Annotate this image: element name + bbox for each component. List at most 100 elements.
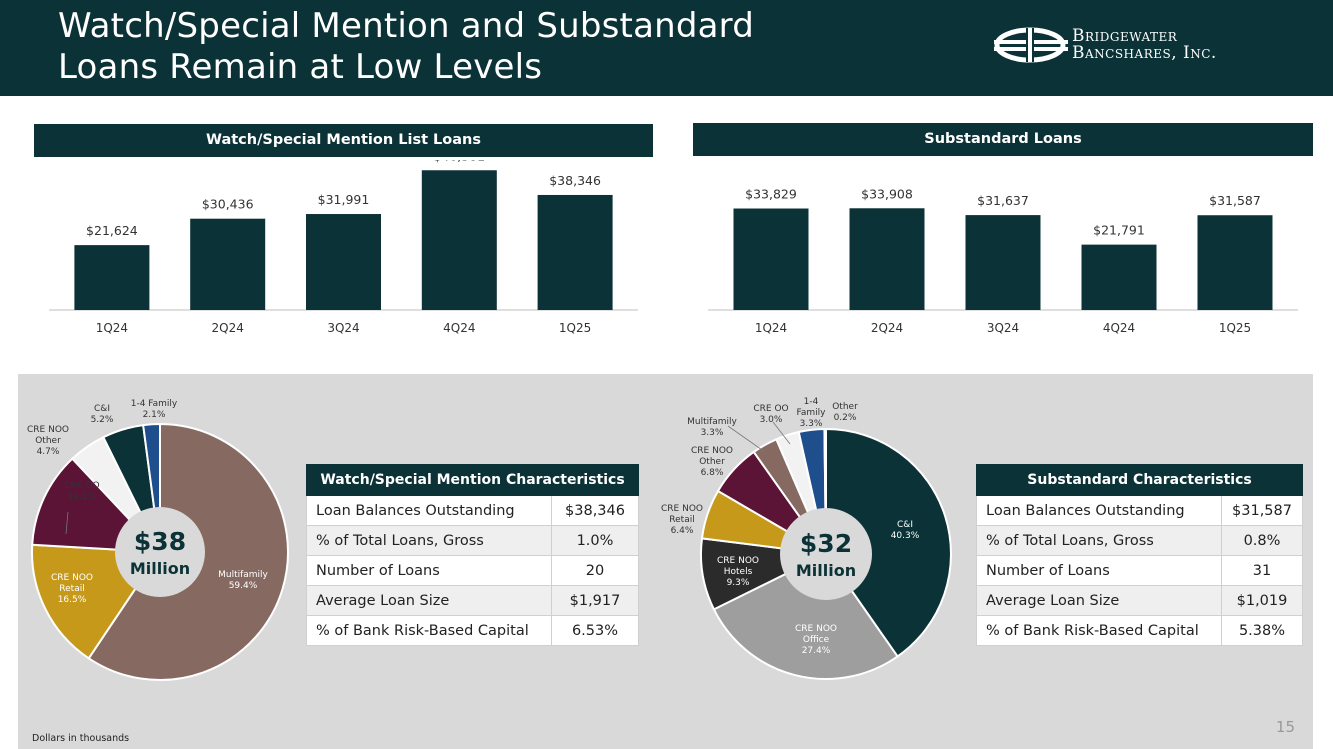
row-label: % of Total Loans, Gross	[976, 525, 1222, 556]
x-tick-label: 4Q24	[443, 321, 475, 335]
table-row: % of Bank Risk-Based Capital 5.38%	[976, 615, 1303, 646]
slice-value-label: 59.4%	[229, 581, 258, 591]
bar-1q25	[537, 194, 613, 310]
slice-name-label: Other	[832, 402, 858, 412]
bar-2q24	[849, 208, 925, 310]
slice-name-label: 1-4 Family	[131, 399, 178, 409]
table-row: Average Loan Size $1,917	[306, 585, 639, 616]
row-value: $1,019	[1221, 585, 1303, 616]
substandard-bar-chart: $33,829 1Q24 $33,908 2Q24 $31,637 3Q24 $21,791…	[708, 186, 1298, 335]
data-label: $31,637	[977, 193, 1029, 208]
slice-label: CRE OO3.0%	[753, 404, 788, 425]
slice-name-label: C&I	[897, 520, 913, 530]
pie-center-unit: Million	[130, 559, 190, 578]
slice-name-label: Retail	[59, 584, 84, 594]
slice-value-label: 9.3%	[727, 578, 750, 588]
row-label: % of Total Loans, Gross	[306, 525, 552, 556]
slice-value-label: 3.3%	[701, 428, 724, 438]
slice-name-label: CRE NOO	[795, 624, 837, 634]
row-value: $1,917	[551, 585, 639, 616]
watch-characteristics-table: Watch/Special Mention Characteristics Lo…	[306, 464, 639, 646]
slice-name-label: Retail	[669, 515, 694, 525]
bar-3q24	[965, 215, 1041, 310]
slice-name-label: Multifamily	[218, 570, 268, 580]
row-label: Average Loan Size	[306, 585, 552, 616]
logo-text: Bridgewater Bancshares, Inc.	[1072, 28, 1217, 62]
slice-value-label: 2.1%	[143, 410, 166, 420]
slice-name-label: Family	[797, 408, 827, 418]
slice-name-label: Office	[803, 635, 830, 645]
slice-name-label: CRE NOO	[27, 425, 69, 435]
x-tick-label: 3Q24	[987, 321, 1019, 335]
slice-name-label: CRE NOO	[717, 556, 759, 566]
row-label: % of Bank Risk-Based Capital	[306, 615, 552, 646]
data-label: $31,991	[318, 192, 370, 207]
table-row: Number of Loans 20	[306, 555, 639, 586]
watch-bar-chart: $21,624 1Q24 $30,436 2Q24 $31,991 3Q24 $46,581…	[49, 160, 638, 335]
logo-line-2: Bancshares, Inc.	[1072, 43, 1217, 63]
data-label: $30,436	[202, 197, 254, 212]
slice-name-label: Hotels	[724, 567, 753, 577]
x-tick-label: 3Q24	[327, 321, 359, 335]
slice-name-label: Other	[699, 457, 725, 467]
data-label: $33,829	[745, 187, 797, 202]
leader-line	[772, 421, 791, 445]
table-title: Substandard Characteristics	[976, 464, 1303, 496]
row-value: 5.38%	[1221, 615, 1303, 646]
slice-name-label: CRE OO	[753, 404, 788, 414]
pie-center-value: $38	[134, 527, 186, 556]
pie-center-value: $32	[800, 529, 852, 558]
title-line-2: Loans Remain at Low Levels	[58, 47, 543, 87]
logo-line-1: Bridgewater	[1072, 26, 1178, 46]
slice-name-label: 1-4	[804, 397, 819, 407]
watch-section-header: Watch/Special Mention List Loans	[34, 124, 653, 157]
pie-center	[780, 508, 872, 600]
table-row: Average Loan Size $1,019	[976, 585, 1303, 616]
leader-line	[65, 511, 69, 535]
bar-1q24	[733, 208, 809, 310]
row-value: $31,587	[1221, 495, 1303, 526]
row-label: Number of Loans	[976, 555, 1222, 586]
slice-value-label: 3.0%	[760, 415, 783, 425]
slice-name-label: CRE NOO	[51, 573, 93, 583]
row-label: Number of Loans	[306, 555, 552, 586]
pie-slice-c-i	[825, 427, 952, 658]
row-value: 20	[551, 555, 639, 586]
page-title: Watch/Special Mention and Substandard Lo…	[58, 6, 958, 88]
bridge-logo-icon	[994, 27, 1068, 63]
data-label: $38,346	[549, 173, 601, 188]
leader-line	[727, 425, 766, 453]
slice-value-label: 27.4%	[802, 646, 831, 656]
x-tick-label: 1Q24	[755, 321, 787, 335]
data-label: $31,587	[1209, 193, 1261, 208]
slice-label: C&I5.2%	[91, 404, 114, 425]
table-row: % of Total Loans, Gross 0.8%	[976, 525, 1303, 556]
substandard-characteristics-table: Substandard Characteristics Loan Balance…	[976, 464, 1303, 646]
row-label: % of Bank Risk-Based Capital	[976, 615, 1222, 646]
substandard-section-header: Substandard Loans	[693, 123, 1313, 156]
slice-value-label: 5.2%	[91, 415, 114, 425]
slice-name-label: Other	[35, 436, 61, 446]
data-label: $21,624	[86, 223, 138, 238]
slice-name-label: C&I	[94, 404, 110, 414]
table-row: Loan Balances Outstanding $31,587	[976, 495, 1303, 526]
bar-2q24	[190, 218, 266, 310]
bar-4q24	[421, 170, 497, 310]
slice-value-label: 6.8%	[701, 468, 724, 478]
slice-value-label: 12.1%	[68, 492, 97, 502]
page-number: 15	[1275, 718, 1295, 736]
data-label: $21,791	[1093, 223, 1145, 238]
bar-4q24	[1081, 244, 1157, 310]
row-value: 31	[1221, 555, 1303, 586]
pie-slice-cre-noo-office	[712, 552, 899, 680]
title-line-1: Watch/Special Mention and Substandard	[58, 6, 755, 46]
